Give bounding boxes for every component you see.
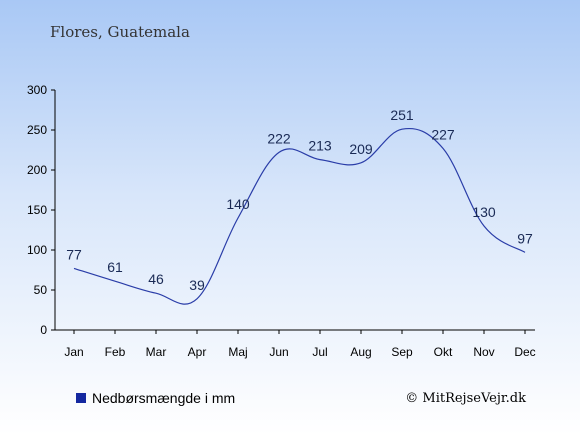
y-tick-label: 250 — [27, 123, 47, 137]
x-tick-label: Apr — [188, 345, 207, 359]
data-label: 46 — [148, 271, 164, 287]
precipitation-line — [73, 127, 526, 305]
data-label: 227 — [431, 126, 455, 142]
data-label: 77 — [66, 246, 82, 262]
data-label: 222 — [267, 130, 291, 146]
legend-swatch — [76, 393, 86, 403]
data-label: 97 — [517, 230, 533, 246]
x-tick-label: Mar — [146, 345, 167, 359]
credit-text: © MitRejseVejr.dk — [405, 391, 526, 406]
x-tick-label: Maj — [228, 345, 247, 359]
x-tick-label: Aug — [350, 345, 371, 359]
data-label: 130 — [472, 204, 496, 220]
x-tick-label: Jan — [64, 345, 83, 359]
x-tick-label: Jun — [269, 345, 288, 359]
legend-label: Nedbørsmængde i mm — [92, 390, 235, 406]
y-tick-label: 50 — [34, 283, 48, 297]
x-tick-label: Jul — [312, 345, 327, 359]
y-tick-label: 100 — [27, 243, 47, 257]
data-label: 213 — [308, 138, 332, 154]
data-label: 61 — [107, 259, 123, 275]
x-tick-label: Dec — [514, 345, 535, 359]
chart-title: Flores, Guatemala — [50, 23, 190, 41]
data-label: 209 — [349, 141, 373, 157]
data-label: 39 — [189, 277, 205, 293]
x-tick-label: Feb — [105, 345, 126, 359]
y-tick-label: 150 — [27, 203, 47, 217]
x-tick-label: Sep — [391, 345, 413, 359]
y-tick-label: 300 — [27, 83, 47, 97]
x-tick-label: Okt — [434, 345, 453, 359]
data-label: 140 — [226, 196, 250, 212]
data-label: 251 — [390, 107, 414, 123]
y-tick-label: 200 — [27, 163, 47, 177]
x-tick-label: Nov — [473, 345, 494, 359]
y-tick-label: 0 — [40, 323, 47, 337]
